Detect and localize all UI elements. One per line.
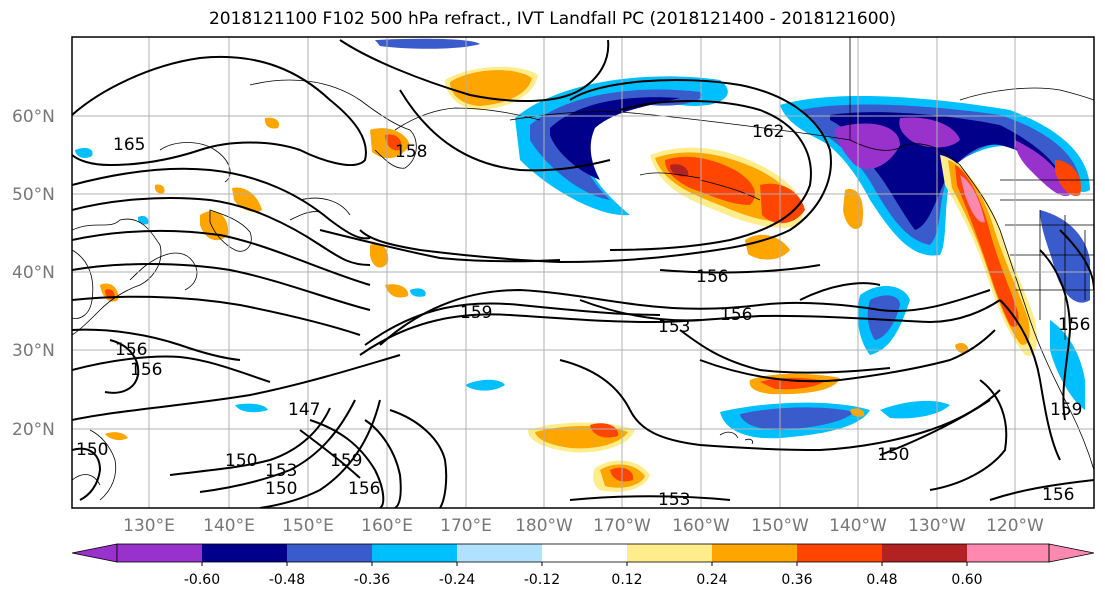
colorbar-tick-label: 0.36 [781,572,812,588]
colorbar-segment [372,544,457,562]
colorbar-segment [627,544,712,562]
colorbar-segment [712,544,797,562]
contour-label: 158 [395,142,427,162]
contour-label: 153 [265,461,297,481]
lon-label: 130°E [123,516,175,536]
lon-label: 170°W [593,516,651,536]
contour-labels: 165 162 158 156 156 159 153 156 156 147 … [76,122,1090,510]
contour-label: 156 [115,340,147,360]
contour-label: 159 [330,451,362,471]
colorbar-tick-label: -0.24 [439,572,475,588]
contour-label: 156 [130,360,162,380]
lon-label: 180°W [515,516,573,536]
lat-label: 30°N [12,341,55,361]
lon-label: 170°E [440,516,492,536]
colorbar-tick-label: 0.60 [951,572,982,588]
colorbar-outline [116,543,1050,563]
colorbar-segment [117,544,202,562]
refractivity-contours [72,39,1094,508]
colorbar-extend-min [71,543,118,563]
colorbar-segment [287,544,372,562]
latitude-labels: 60°N 50°N 40°N 30°N 20°N [12,107,55,440]
colorbar-segment [967,544,1049,562]
contour-label: 165 [113,135,145,155]
colorbar-tick-label: 0.12 [611,572,642,588]
contour-label: 153 [658,490,690,510]
contour-label: 150 [877,445,909,465]
contour-label: 147 [288,400,320,420]
lon-label: 120°W [986,516,1044,536]
map-title: 2018121100 F102 500 hPa refract., IVT La… [208,9,896,29]
negative-pc-shading [75,38,1090,439]
colorbar-tick-label: -0.12 [524,572,560,588]
lat-label: 60°N [12,107,55,127]
contour-label: 159 [1050,400,1082,420]
colorbar-segment [882,544,967,562]
lon-label: 160°E [361,516,413,536]
colorbar-tick-label: -0.48 [269,572,305,588]
contour-label: 156 [720,305,752,325]
lon-label: 150°W [751,516,809,536]
coastlines [72,37,1094,501]
lon-label: 140°E [203,516,255,536]
colorbar-segment [542,544,627,562]
contour-label: 156 [1042,485,1074,505]
colorbar-tick-label: -0.60 [184,572,220,588]
lon-label: 130°W [908,516,966,536]
contour-label: 150 [265,479,297,499]
colorbar-segment [202,544,287,562]
colorbar: -0.60 -0.48 -0.36 -0.24 -0.12 0.12 0.24 … [71,543,1095,588]
contour-label: 153 [658,317,690,337]
lon-label: 160°W [672,516,730,536]
colorbar-tick-label: 0.24 [696,572,727,588]
lon-label: 150°E [282,516,334,536]
contour-label: 150 [225,451,257,471]
lon-label: 140°W [829,516,887,536]
colorbar-segment [457,544,542,562]
lat-label: 40°N [12,263,55,283]
colorbar-extend-max [1048,543,1095,563]
lat-label: 50°N [12,185,55,205]
contour-label: 156 [1058,315,1090,335]
contour-label: 150 [76,440,108,460]
contour-label: 162 [752,122,784,142]
colorbar-tick-label: 0.48 [866,572,897,588]
colorbar-tick-label: -0.36 [354,572,390,588]
contour-label: 159 [460,303,492,323]
contour-label: 156 [696,267,728,287]
colorbar-segment [797,544,882,562]
positive-pc-shading [100,66,1081,492]
map-border [71,36,1095,509]
longitude-labels: 130°E 140°E 150°E 160°E 170°E 180°W 170°… [123,516,1044,536]
contour-label: 156 [348,479,380,499]
lat-label: 20°N [12,420,55,440]
